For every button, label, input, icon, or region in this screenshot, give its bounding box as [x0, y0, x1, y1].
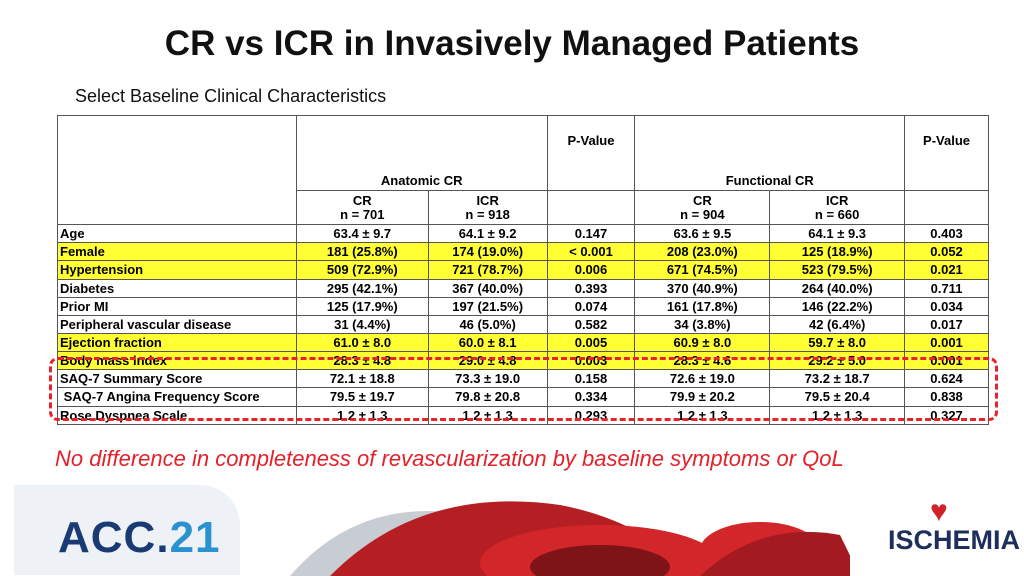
table-cell: 29.2 ± 5.0 — [769, 351, 906, 370]
group-header-row: Anatomic CR P-Value Functional CR P-Valu… — [57, 115, 989, 225]
table-cell: 60.9 ± 8.0 — [634, 333, 771, 352]
slide-title: CR vs ICR in Invasively Managed Patients — [164, 24, 860, 63]
col-header: CR n = 701 — [295, 190, 429, 225]
col-header-empty — [904, 190, 989, 225]
table-cell: 208 (23.0%) — [634, 242, 771, 261]
row-label: Body mass index — [57, 351, 297, 370]
table-cell: 0.021 — [904, 260, 989, 280]
footer-banner: ACC.21 ♥ ISCHEMIA — [0, 475, 1024, 576]
anatomic-pvalue-header: P-Value — [546, 115, 636, 191]
table-cell: 34 (3.8%) — [634, 315, 771, 334]
table-cell: 46 (5.0%) — [427, 315, 548, 334]
baseline-characteristics-table: Anatomic CR P-Value Functional CR P-Valu… — [57, 115, 989, 425]
table-cell: 0.074 — [546, 297, 636, 316]
table-cell: 0.711 — [904, 279, 989, 298]
row-label: Female — [57, 242, 297, 261]
table-row: Prior MI 125 (17.9%) 197 (21.5%) 0.074 161 (… — [57, 297, 989, 316]
row-label: Prior MI — [57, 297, 297, 316]
table-cell: 370 (40.9%) — [634, 279, 771, 298]
table-row: Peripheral vascular disease 31 (4.4%) 46 (… — [57, 315, 989, 334]
table-cell: 295 (42.1%) — [295, 279, 429, 298]
table-cell: 0.052 — [904, 242, 989, 261]
table-cell: 721 (78.7%) — [427, 260, 548, 280]
table-cell: 64.1 ± 9.2 — [427, 224, 548, 243]
table-cell: 671 (74.5%) — [634, 260, 771, 280]
heart-icon: ♥ — [930, 495, 948, 528]
table-cell: 0.017 — [904, 315, 989, 334]
functional-pvalue-header: P-Value — [904, 115, 989, 191]
row-label: Age — [57, 224, 297, 243]
table-cell: 0.003 — [546, 351, 636, 370]
anatomic-cr-header: Anatomic CR — [295, 115, 548, 191]
table-cell: 0.001 — [904, 333, 989, 352]
table-row: SAQ-7 Angina Frequency Score 79.5 ± 19.7 7… — [57, 387, 989, 407]
functional-cr-header: Functional CR — [634, 115, 906, 191]
table-row: Ejection fraction 61.0 ± 8.0 60.0 ± 8.1 0.0… — [57, 333, 989, 352]
table-cell: 0.403 — [904, 224, 989, 243]
col-header: CR n = 904 — [634, 190, 771, 225]
table-cell: 28.3 ± 4.6 — [634, 351, 771, 370]
table-cell: 523 (79.5%) — [769, 260, 906, 280]
table-cell: 60.0 ± 8.1 — [427, 333, 548, 352]
table-row: Hypertension 509 (72.9%) 721 (78.7%) 0.006 6… — [57, 260, 989, 280]
table-cell: 146 (22.2%) — [769, 297, 906, 316]
table-cell: 28.3 ± 4.8 — [295, 351, 429, 370]
empty-corner-cell — [57, 115, 297, 225]
table-cell: 61.0 ± 8.0 — [295, 333, 429, 352]
table-row: Age 63.4 ± 9.7 64.1 ± 9.2 0.147 63.6 ± 9.5 64… — [57, 224, 989, 243]
table-cell: 42 (6.4%) — [769, 315, 906, 334]
row-label: Ejection fraction — [57, 333, 297, 352]
table-cell: < 0.001 — [546, 242, 636, 261]
conclusion-note: No difference in completeness of revascu… — [55, 446, 844, 471]
table-cell: 174 (19.0%) — [427, 242, 548, 261]
table-cell: 0.034 — [904, 297, 989, 316]
row-label: Diabetes — [57, 279, 297, 298]
table-cell: 64.1 ± 9.3 — [769, 224, 906, 243]
table-row: SAQ-7 Summary Score 72.1 ± 18.8 73.3 ± 19.… — [57, 369, 989, 388]
row-label: Peripheral vascular disease — [57, 315, 297, 334]
table-cell: 125 (17.9%) — [295, 297, 429, 316]
table-cell: 197 (21.5%) — [427, 297, 548, 316]
table-cell: 79.9 ± 20.2 — [634, 387, 771, 407]
table-cell: 0.147 — [546, 224, 636, 243]
row-label: SAQ-7 Summary Score — [57, 369, 297, 388]
table-cell: 63.4 ± 9.7 — [295, 224, 429, 243]
table-cell: 59.7 ± 8.0 — [769, 333, 906, 352]
col-header: ICR n = 660 — [769, 190, 906, 225]
col-header-empty — [546, 190, 636, 225]
ischemia-logo: ISCHEMIA — [888, 525, 1021, 555]
table-cell: 0.006 — [546, 260, 636, 280]
table-cell: 125 (18.9%) — [769, 242, 906, 261]
table-cell: 161 (17.8%) — [634, 297, 771, 316]
table-row: Female 181 (25.8%) 174 (19.0%) < 0.001 208 (… — [57, 242, 989, 261]
col-header: ICR n = 918 — [427, 190, 548, 225]
row-label: Hypertension — [57, 260, 297, 280]
acc21-logo: ACC.21 — [14, 485, 240, 575]
table-row: Diabetes 295 (42.1%) 367 (40.0%) 0.393 370 (… — [57, 279, 989, 298]
highlight-dashed-box — [49, 357, 998, 421]
table-subtitle: Select Baseline Clinical Characteristics — [75, 86, 387, 106]
table-cell: 264 (40.0%) — [769, 279, 906, 298]
table-cell: 31 (4.4%) — [295, 315, 429, 334]
table-cell: 0.582 — [546, 315, 636, 334]
table-cell: 509 (72.9%) — [295, 260, 429, 280]
table-cell: 0.393 — [546, 279, 636, 298]
table-cell: 0.005 — [546, 333, 636, 352]
table-cell: 63.6 ± 9.5 — [634, 224, 771, 243]
table-cell: 367 (40.0%) — [427, 279, 548, 298]
table-cell: 73.2 ± 18.7 — [769, 369, 906, 388]
column-header-row: CR n = 701 ICR n = 918 CR n = 904 ICR n = 66… — [58, 190, 989, 225]
table-cell: 181 (25.8%) — [295, 242, 429, 261]
table-cell: 29.0 ± 4.8 — [427, 351, 548, 370]
